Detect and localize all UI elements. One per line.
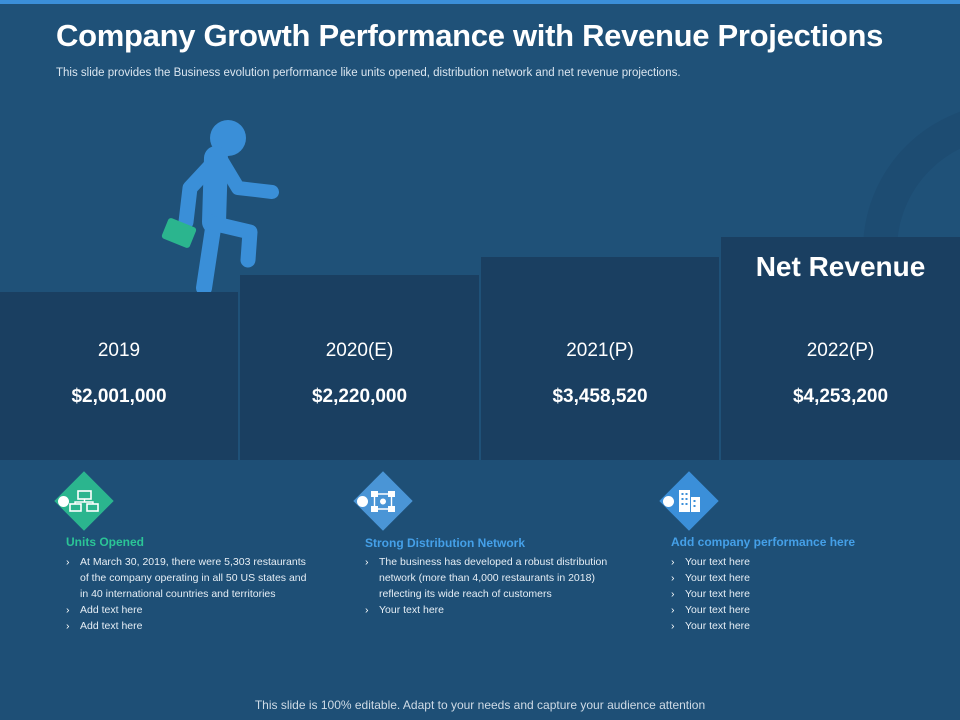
buildings-icon — [679, 490, 700, 512]
distribution-badge — [353, 471, 413, 531]
list-item: Your text here — [671, 586, 911, 602]
step-value: $2,220,000 — [311, 386, 408, 407]
step-year: 2021(P) — [566, 340, 634, 361]
revenue-step-2020: 2020(E) $2,220,000 — [240, 275, 479, 460]
list-item: The business has developed a robust dist… — [365, 554, 620, 602]
panel-title: Strong Distribution Network — [365, 536, 525, 550]
list-item: Your text here — [671, 570, 911, 586]
top-accent-bar — [0, 0, 960, 4]
units-opened-badge — [54, 471, 114, 531]
step-year: 2019 — [97, 340, 141, 361]
revenue-step-2022: Net Revenue 2022(P) $4,253,200 — [721, 237, 960, 460]
list-item: Your text here — [671, 554, 911, 570]
walking-person-icon — [161, 120, 279, 296]
slide-footer: This slide is 100% editable. Adapt to yo… — [254, 698, 706, 712]
list-item: Add text here — [66, 618, 311, 634]
step-value: $2,001,000 — [71, 386, 167, 407]
list-item: Add text here — [66, 602, 311, 618]
slide-title: Company Growth Performance with Revenue … — [56, 18, 884, 53]
bullet-list: Your text here Your text here Your text … — [671, 554, 911, 634]
stores-network-icon — [69, 490, 99, 512]
list-item: Your text here — [671, 602, 911, 618]
step-value: $4,253,200 — [792, 386, 889, 407]
list-item: Your text here — [671, 618, 911, 634]
bullet-list: At March 30, 2019, there were 5,303 rest… — [66, 554, 311, 634]
revenue-step-2021: 2021(P) $3,458,520 — [481, 257, 719, 460]
step-value: $3,458,520 — [552, 386, 648, 407]
slide-subtitle: This slide provides the Business evoluti… — [56, 67, 681, 79]
step-year: 2022(P) — [806, 340, 875, 361]
distribution-network-icon — [371, 491, 395, 512]
list-item: Your text here — [365, 602, 620, 618]
bullet-list: The business has developed a robust dist… — [365, 554, 620, 618]
step-year: 2020(E) — [325, 340, 394, 361]
revenue-step-2019: 2019 $2,001,000 — [0, 292, 238, 460]
performance-badge — [659, 471, 719, 531]
panel-title: Units Opened — [66, 535, 145, 549]
list-item: At March 30, 2019, there were 5,303 rest… — [66, 554, 311, 602]
panel-title: Add company performance here — [671, 535, 856, 549]
net-revenue-heading: Net Revenue — [755, 251, 926, 282]
